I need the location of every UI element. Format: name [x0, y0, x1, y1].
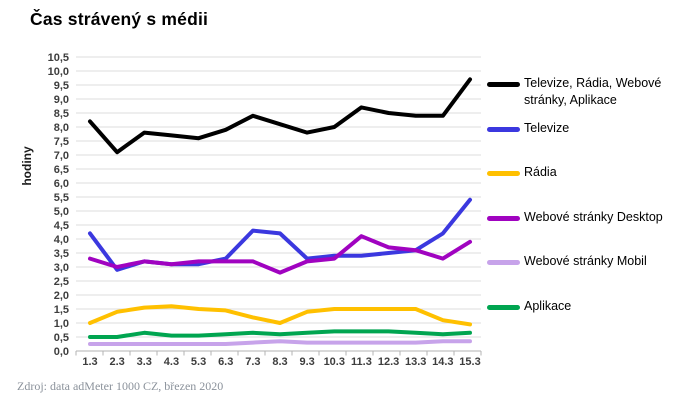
series-line	[88, 234, 472, 275]
x-tick-label: 1.3	[82, 356, 97, 368]
x-tick-label: 12.3	[378, 356, 399, 368]
y-tick-label: 7,0	[54, 150, 69, 162]
aplikace-line-swatch	[487, 305, 520, 310]
x-tick-label: 2.3	[109, 356, 124, 368]
x-tick-label: 5.3	[191, 356, 206, 368]
legend-item-total: Televize, Rádia, Webové stránky, Aplikac…	[487, 75, 696, 109]
x-tick-label: 7.3	[245, 356, 260, 368]
legend-label: Aplikace	[524, 299, 572, 313]
y-tick-label: 2,0	[54, 290, 69, 302]
y-tick-label: 1,5	[54, 304, 69, 316]
x-tick-label: 8.3	[272, 356, 287, 368]
x-tick-label: 11.3	[351, 356, 372, 368]
chart-legend: Televize, Rádia, Webové stránky, Aplikac…	[487, 0, 697, 400]
y-tick-label: 10,0	[48, 66, 69, 78]
y-tick-label: 8,0	[54, 122, 69, 134]
y-tick-label: 6,5	[54, 164, 69, 176]
series-line	[88, 197, 472, 272]
legend-item-televize: Televize	[487, 120, 696, 137]
legend-label: Webové stránky Mobil	[524, 254, 647, 268]
y-tick-label: 3,0	[54, 262, 69, 274]
y-tick-label: 7,5	[54, 136, 69, 148]
y-tick-label: 9,5	[54, 80, 69, 92]
series-line	[88, 339, 472, 346]
x-tick-label: 4.3	[164, 356, 179, 368]
x-tick-label: 10.3	[324, 356, 345, 368]
series-line	[88, 304, 472, 327]
y-tick-label: 2,5	[54, 276, 69, 288]
legend-label: Webové stránky Desktop	[524, 210, 663, 224]
y-tick-label: 3,5	[54, 248, 69, 260]
x-tick-label: 9.3	[299, 356, 314, 368]
y-tick-label: 0,5	[54, 332, 69, 344]
y-tick-label: 10,5	[48, 52, 69, 64]
radia-line-swatch	[487, 171, 520, 176]
legend-label: Televize	[524, 121, 570, 135]
x-tick-label: 13.3	[405, 356, 426, 368]
legend-item-web-desktop: Webové stránky Desktop	[487, 209, 696, 226]
x-tick-label: 15.3	[459, 356, 480, 368]
source-note: Zdroj: data adMeter 1000 CZ, březen 2020	[17, 379, 224, 393]
x-tick-label: 3.3	[137, 356, 152, 368]
y-tick-label: 9,0	[54, 94, 69, 106]
legend-label: Rádia	[524, 165, 557, 179]
series-line	[88, 77, 472, 155]
y-tick-label: 0,0	[54, 346, 69, 358]
legend-item-web-mobil: Webové stránky Mobil	[487, 253, 696, 270]
televize-line-swatch	[487, 127, 520, 132]
y-tick-label: 6,0	[54, 178, 69, 190]
legend-label: Televize, Rádia, Webové stránky, Aplikac…	[524, 76, 662, 107]
web-desktop-line-swatch	[487, 216, 520, 221]
page-title: Čas strávený s médii	[30, 9, 209, 29]
y-tick-label: 5,5	[54, 192, 69, 204]
legend-item-radia: Rádia	[487, 164, 696, 181]
x-tick-label: 14.3	[432, 356, 453, 368]
y-tick-label: 1,0	[54, 318, 69, 330]
x-tick-label: 6.3	[218, 356, 233, 368]
y-tick-label: 5,0	[54, 206, 69, 218]
y-tick-label: 4,0	[54, 234, 69, 246]
legend-item-aplikace: Aplikace	[487, 298, 696, 315]
y-tick-label: 4,5	[54, 220, 69, 232]
total-line-swatch	[487, 82, 520, 87]
y-tick-label: 8,5	[54, 108, 69, 120]
web-mobil-line-swatch	[487, 260, 520, 265]
series-line	[88, 329, 472, 339]
